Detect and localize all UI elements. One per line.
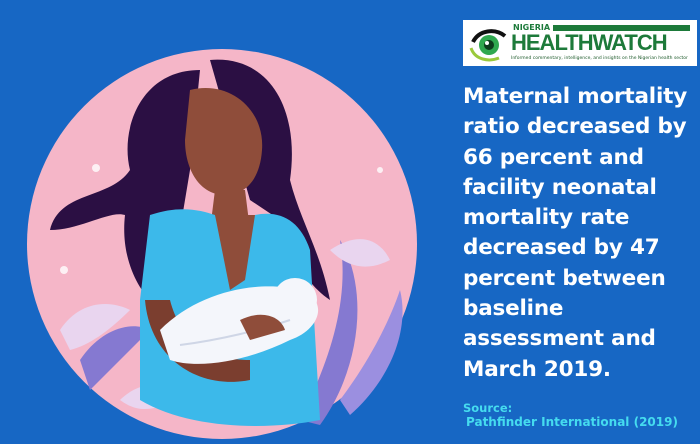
- logo-nigeria: NIGERIA: [513, 23, 551, 32]
- nigeria-healthwatch-logo: NIGERIA HEALTHWATCH Informed commentary,…: [463, 20, 697, 66]
- logo-bar: [553, 25, 690, 31]
- source-label: Source:: [463, 401, 513, 415]
- mother-breastfeeding-illustration: [27, 49, 417, 439]
- logo-tagline: Informed commentary, intelligence, and i…: [511, 56, 688, 61]
- logo-name: HEALTHWATCH: [511, 30, 668, 55]
- source-text: Pathfinder International (2019): [466, 415, 678, 429]
- leaves: [60, 239, 403, 425]
- headline: Maternal mortality ratio decreased by 66…: [463, 84, 688, 382]
- eye-icon: [469, 29, 507, 62]
